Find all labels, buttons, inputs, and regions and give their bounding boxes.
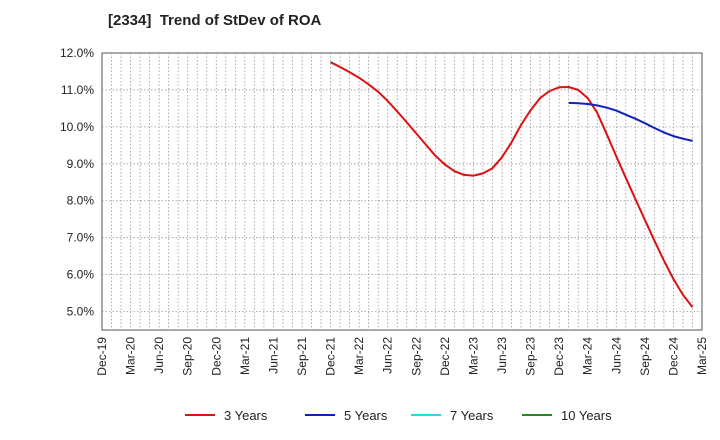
x-tick-label: Jun-23 bbox=[495, 337, 509, 374]
x-tick-label: Jun-22 bbox=[381, 337, 395, 374]
grid-layer bbox=[102, 53, 702, 330]
x-tick-label: Mar-20 bbox=[124, 337, 138, 375]
x-tick-label: Dec-20 bbox=[209, 337, 223, 376]
x-tick-label: Jun-20 bbox=[152, 337, 166, 374]
x-tick-label: Mar-21 bbox=[238, 337, 252, 375]
x-tick-label: Dec-22 bbox=[438, 337, 452, 376]
y-tick-label: 9.0% bbox=[67, 157, 95, 171]
x-tick-label: Sep-21 bbox=[295, 337, 309, 376]
chart-title: [2334] Trend of StDev of ROA bbox=[108, 12, 322, 29]
y-tick-label: 11.0% bbox=[61, 83, 94, 97]
x-tick-label: Mar-22 bbox=[352, 337, 366, 375]
legend-label: 3 Years bbox=[224, 408, 268, 423]
x-tick-label: Dec-24 bbox=[666, 337, 680, 376]
legend-label: 5 Years bbox=[344, 408, 388, 423]
y-axis-labels: 12.0% 11.0% 10.0% 9.0% 8.0% 7.0% 6.0% 5.0% bbox=[60, 46, 94, 319]
y-tick-label: 6.0% bbox=[67, 268, 95, 282]
x-tick-label: Sep-24 bbox=[638, 337, 652, 376]
x-tick-label: Mar-23 bbox=[466, 337, 480, 375]
legend-label: 7 Years bbox=[450, 408, 494, 423]
plot-area bbox=[101, 52, 703, 331]
series-line-3-years bbox=[330, 61, 694, 308]
x-tick-label: Dec-21 bbox=[324, 337, 338, 376]
x-tick-label: Jun-21 bbox=[266, 337, 280, 374]
series-layer bbox=[330, 61, 694, 308]
y-tick-label: 10.0% bbox=[60, 120, 94, 134]
y-tick-label: 7.0% bbox=[67, 231, 95, 245]
legend-label: 10 Years bbox=[561, 408, 612, 423]
x-tick-label: Jun-24 bbox=[609, 337, 623, 374]
x-tick-label: Sep-22 bbox=[409, 337, 423, 376]
legend: 3 Years 5 Years 7 Years 10 Years bbox=[185, 408, 612, 423]
x-tick-label: Dec-19 bbox=[95, 337, 109, 376]
x-tick-label: Mar-25 bbox=[695, 337, 709, 375]
x-tick-label: Sep-20 bbox=[181, 337, 195, 376]
x-tick-label: Dec-23 bbox=[552, 337, 566, 376]
y-tick-label: 12.0% bbox=[60, 46, 94, 60]
x-axis-labels: Dec-19 Mar-20 Jun-20 Sep-20 Dec-20 Mar-21 Jun-… bbox=[95, 337, 709, 376]
series-line-5-years bbox=[568, 101, 693, 142]
x-tick-label: Sep-23 bbox=[524, 337, 538, 376]
y-tick-label: 5.0% bbox=[67, 305, 95, 319]
x-tick-label: Mar-24 bbox=[581, 337, 595, 375]
y-tick-label: 8.0% bbox=[67, 194, 95, 208]
